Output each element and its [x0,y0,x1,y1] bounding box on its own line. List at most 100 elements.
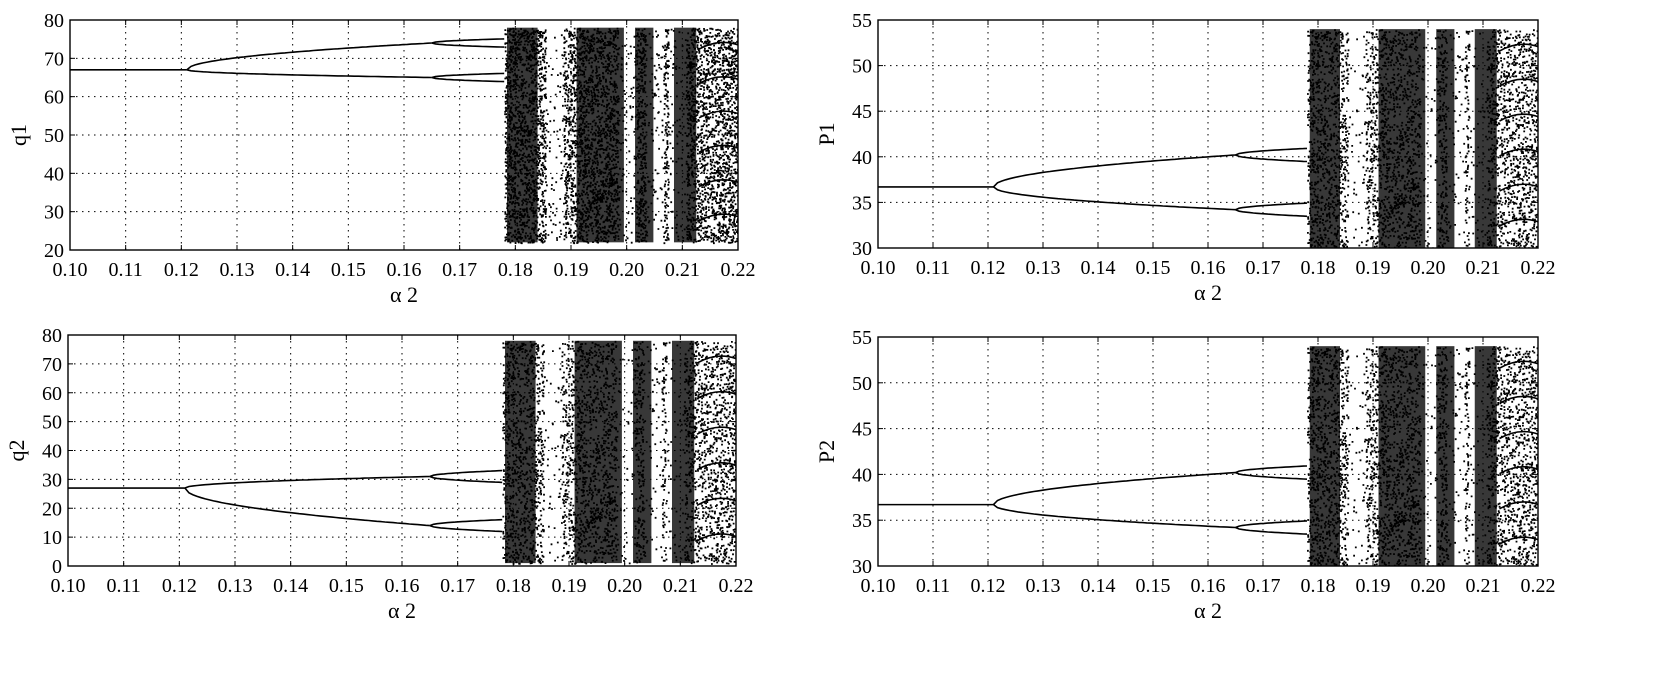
period4-branch [431,42,505,48]
period4-branch [429,524,503,533]
chaos-band [633,340,652,564]
period2-upper-branch [992,154,1236,188]
chaos-band [504,340,536,564]
post-chaos-branch [1499,465,1538,475]
chaos-band [1436,29,1455,248]
x-tick-label: 0.21 [663,575,698,597]
period2-lower-branch [186,69,432,79]
post-chaos-branch [1499,536,1538,545]
x-tick-label: 0.18 [496,575,531,597]
period4-branch [431,38,505,44]
y-tick-label: 55 [852,10,872,32]
x-tick-label: 0.10 [861,257,896,279]
post-chaos-branch [698,41,738,50]
y-tick-label: 50 [852,373,872,395]
x-tick-label: 0.14 [275,259,310,281]
x-tick-label: 0.10 [861,575,896,597]
x-tick-label: 0.13 [218,575,253,597]
bifurcation-data [68,340,736,565]
y-tick-label: 40 [852,147,872,169]
y-tick-label: 10 [42,527,62,549]
bifurcation-data [878,29,1538,248]
panel-top-left: 0.10 0.11 0.12 0.13 0.14 0.15 0.16 0.17 0.18 0.19… [6,10,756,307]
period4-branch [1235,471,1308,480]
x-tick-label: 0.19 [552,575,587,597]
x-tick-label: 0.12 [971,257,1006,279]
post-chaos-branch [1499,113,1538,122]
y-tick-label: 30 [852,238,872,260]
x-tick-label: 0.15 [331,259,366,281]
post-chaos-branch [698,179,738,188]
chaos-band [1474,346,1497,566]
x-tick-label: 0.11 [109,259,143,281]
x-tick-label: 0.21 [665,259,700,281]
y-tick-label: 40 [44,163,64,185]
x-tick-label: 0.18 [1301,575,1336,597]
post-chaos-branch [1499,501,1538,510]
y-tick-label: 30 [44,202,64,224]
y-tick-label: 40 [42,441,62,463]
x-tick-label: 0.10 [53,259,88,281]
post-chaos-branch [1499,78,1538,87]
x-tick-label: 0.19 [554,259,589,281]
period2-upper-branch [186,42,432,71]
x-tick-label: 0.20 [1411,575,1446,597]
period4-branch [429,469,503,478]
post-chaos-branch [696,533,736,542]
period4-branch [1235,208,1308,218]
x-tick-label: 0.10 [51,575,86,597]
y-axis-label: q1 [6,124,31,146]
chaos-band [1309,346,1340,566]
x-tick-label: 0.13 [1026,257,1061,279]
bifurcation-data [878,346,1538,566]
chaos-band [671,340,695,564]
y-tick-label: 0 [52,556,62,578]
x-tick-label: 0.14 [273,575,308,597]
post-chaos-branch [1499,360,1538,369]
period2-lower-branch [993,186,1236,211]
x-tick-label: 0.19 [1356,575,1391,597]
period2-upper-branch [184,475,430,489]
post-chaos-branch [1499,183,1538,192]
x-tick-label: 0.13 [1026,575,1061,597]
panel-top-right: 0.10 0.11 0.12 0.13 0.14 0.15 0.16 0.17 0.18 0.19… [814,10,1556,305]
panel-bottom-left: 0.10 0.11 0.12 0.13 0.14 0.15 0.16 0.17 0.18 0.19… [4,325,754,623]
x-tick-label: 0.14 [1081,575,1116,597]
chaos-band [673,27,697,243]
y-tick-label: 50 [42,412,62,434]
post-chaos-branch [1499,43,1538,52]
x-tick-label: 0.11 [916,575,950,597]
period4-branch [431,76,505,83]
post-chaos-branch [698,75,738,85]
y-tick-label: 45 [852,101,872,123]
x-tick-label: 0.17 [442,259,477,281]
period2-lower-branch [184,487,430,527]
x-tick-label: 0.22 [1521,575,1556,597]
period4-branch [429,518,503,527]
x-tick-label: 0.20 [1411,257,1446,279]
y-tick-label: 20 [44,240,64,262]
y-tick-label: 45 [852,419,872,441]
period4-branch [431,72,505,79]
period4-branch [1235,202,1308,211]
period2-lower-branch [993,503,1236,529]
chaos-band [506,27,538,243]
x-tick-label: 0.21 [1466,257,1501,279]
y-tick-label: 20 [42,498,62,520]
x-tick-label: 0.16 [1191,575,1226,597]
x-tick-label: 0.17 [1246,257,1281,279]
post-chaos-branch [698,144,738,153]
panel-bottom-right: 0.10 0.11 0.12 0.13 0.14 0.15 0.16 0.17 0.18 0.19… [814,327,1556,623]
chaos-band [1378,346,1426,566]
x-tick-label: 0.16 [385,575,420,597]
y-axis-label: P1 [814,122,839,145]
period4-branch [1235,147,1308,156]
x-tick-label: 0.17 [1246,575,1281,597]
chaos-band [1474,29,1497,248]
y-tick-label: 35 [852,510,872,532]
x-axis-label: α 2 [388,598,416,623]
post-chaos-branch [696,461,736,471]
x-tick-label: 0.22 [721,259,756,281]
x-tick-label: 0.18 [498,259,533,281]
